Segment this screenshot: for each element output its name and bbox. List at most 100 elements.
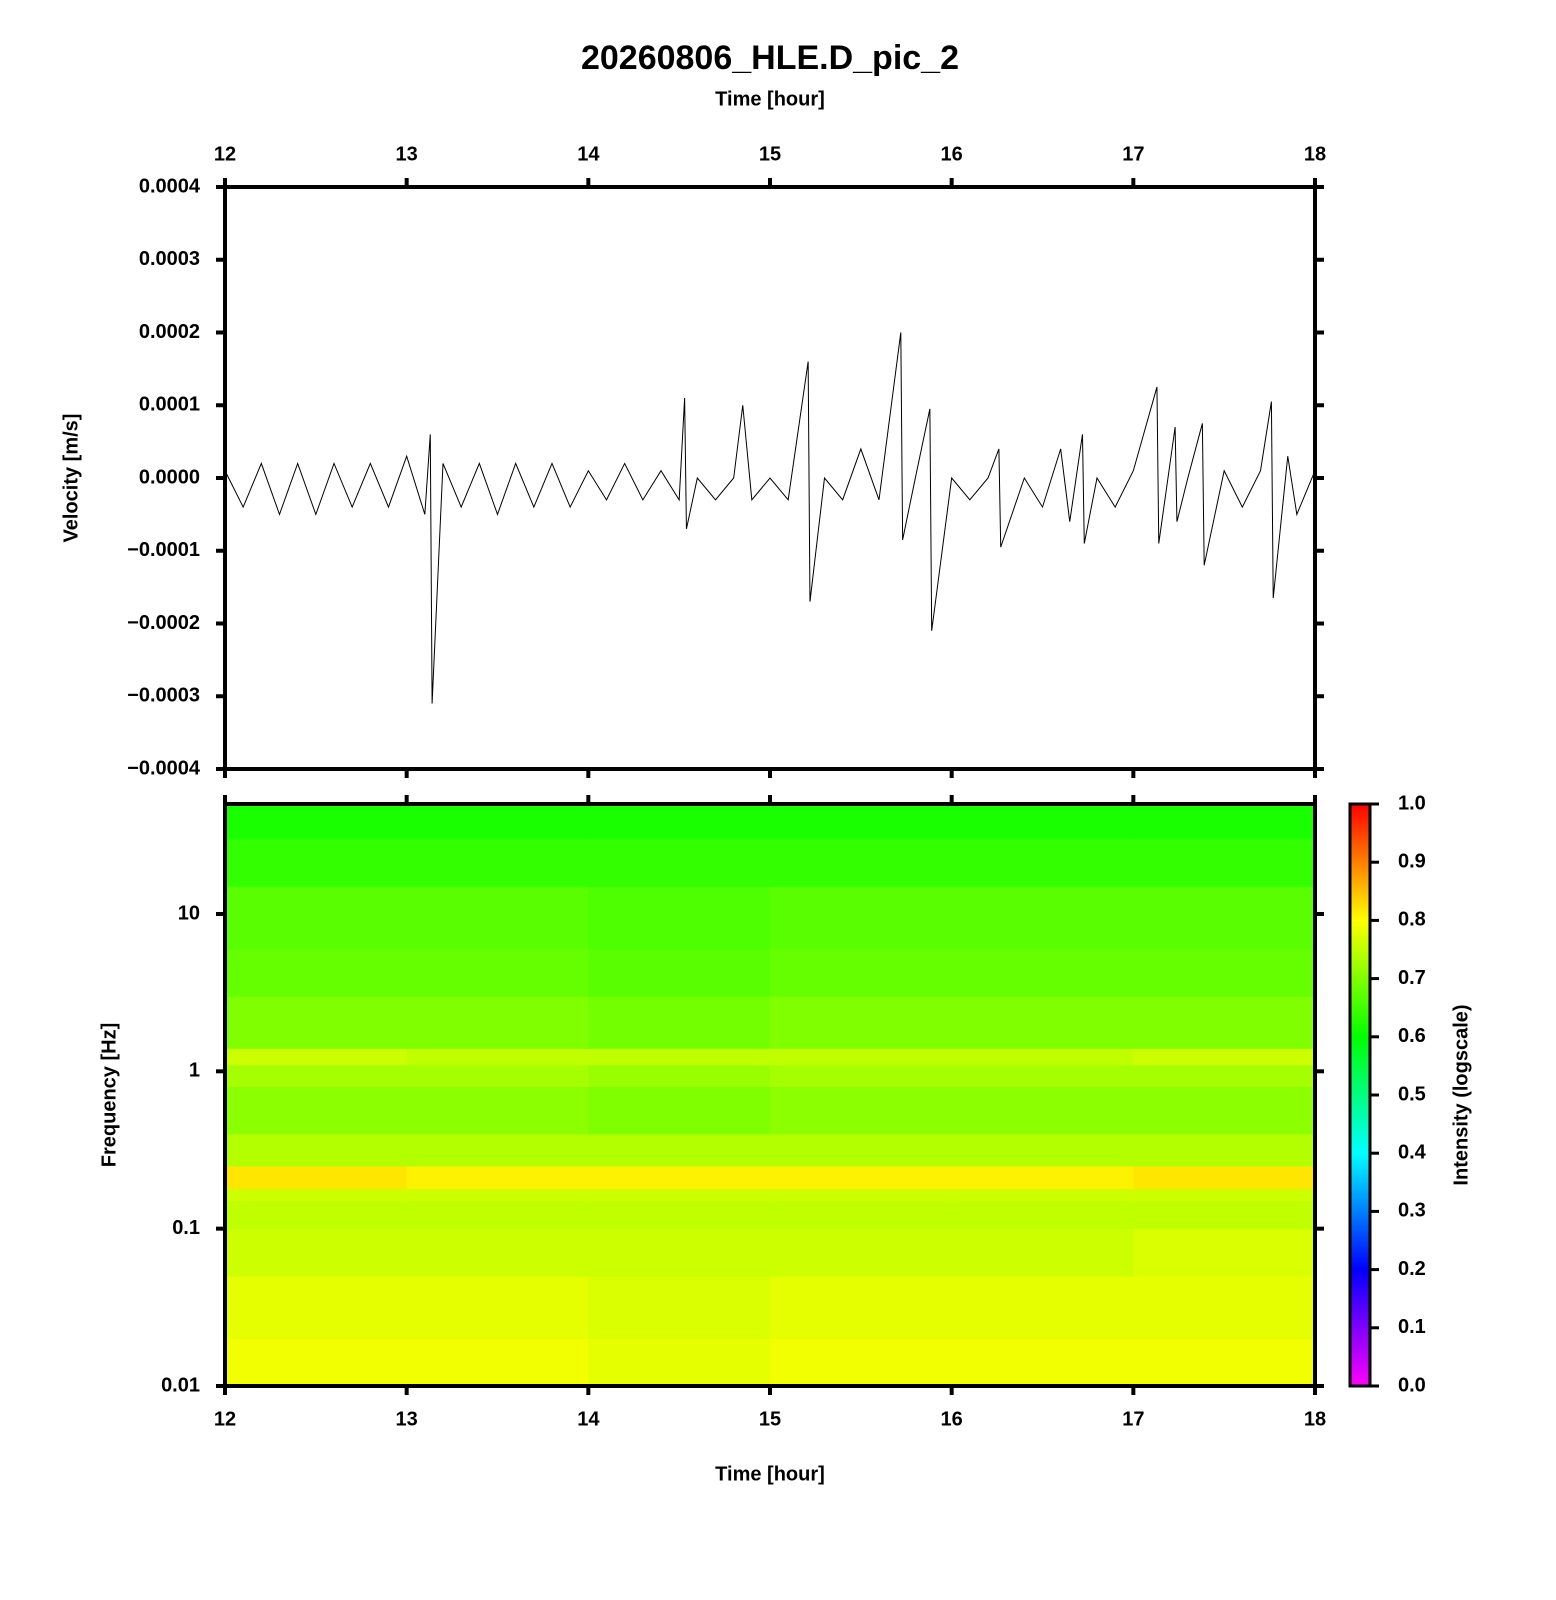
x-tick-label: 15 xyxy=(759,143,781,165)
spectrogram-cell xyxy=(225,1276,408,1340)
spectrogram-cell xyxy=(225,1086,408,1135)
y-tick-label: −0.0002 xyxy=(127,612,200,634)
spectrogram-cell xyxy=(1133,948,1316,997)
x-tick-label: 12 xyxy=(214,143,236,165)
spectrogram-cell xyxy=(406,1338,589,1387)
spectrogram-cell xyxy=(588,1228,771,1277)
colorbar-tick-label: 0.6 xyxy=(1398,1025,1426,1047)
spectrogram-cell xyxy=(770,1188,953,1202)
colorbar-tick-label: 0.4 xyxy=(1398,1141,1427,1163)
colorbar-tick-label: 0.8 xyxy=(1398,909,1426,931)
spectrogram-cell xyxy=(406,1188,589,1202)
spectrogram-cell xyxy=(770,1200,953,1230)
spectrogram-cell xyxy=(770,1276,953,1340)
spectrogram-cell xyxy=(588,1064,771,1088)
spectrogram-cell xyxy=(225,1200,408,1230)
spectrogram-cell xyxy=(1133,886,1316,950)
colorbar-tick-label: 0.7 xyxy=(1398,967,1426,989)
spectrogram-cell xyxy=(951,1200,1134,1230)
colorbar-tick-label: 0.2 xyxy=(1398,1258,1426,1280)
spectrogram-cell xyxy=(770,948,953,997)
x-tick-label: 14 xyxy=(577,1408,600,1430)
spectrogram-cell xyxy=(770,804,953,840)
x-tick-label: 16 xyxy=(941,143,963,165)
x-tick-label: 13 xyxy=(396,1408,418,1430)
spectrogram-cell xyxy=(406,1048,589,1066)
spectrogram-cell xyxy=(770,1133,953,1167)
spectrogram-cell xyxy=(1133,1338,1316,1387)
spectrogram-cell xyxy=(770,1064,953,1088)
spectrogram-cell xyxy=(770,1048,953,1066)
spectrogram-cell xyxy=(406,1133,589,1167)
spectrogram-cell xyxy=(770,1086,953,1135)
chart-title: 20260806_HLE.D_pic_2 xyxy=(581,39,959,77)
spectrogram-cell xyxy=(770,1338,953,1387)
spectrogram-cell xyxy=(225,1133,408,1167)
y-axis-label: Velocity [m/s] xyxy=(60,414,82,543)
spectrogram-cell xyxy=(951,838,1134,887)
spectrogram-cell xyxy=(951,1188,1134,1202)
spectrogram-cell xyxy=(770,886,953,950)
spectrogram-cell xyxy=(406,1166,589,1189)
y-tick-label: 0.0001 xyxy=(139,394,200,416)
waveform xyxy=(224,332,1316,704)
spectrogram-cell xyxy=(406,1276,589,1340)
spectrogram-cell xyxy=(1133,996,1316,1049)
spectrogram-cell xyxy=(1133,1064,1316,1088)
spectrogram-cell xyxy=(225,804,408,840)
colorbar-tick-label: 0.1 xyxy=(1398,1316,1426,1338)
spectrogram-cell xyxy=(588,804,771,840)
spectrogram-cell xyxy=(588,1338,771,1387)
spectrogram-cell xyxy=(588,1200,771,1230)
spectrogram-cell xyxy=(951,996,1134,1049)
spectrogram-cell xyxy=(406,804,589,840)
x-tick-label: 17 xyxy=(1122,143,1144,165)
spectrogram-cell xyxy=(225,948,408,997)
x-tick-label: 18 xyxy=(1304,143,1326,165)
spectrogram-cell xyxy=(406,838,589,887)
spectrogram-cell xyxy=(588,948,771,997)
spectrogram-cell xyxy=(951,1064,1134,1088)
spectrogram-cell xyxy=(225,838,408,887)
spectrogram-cell xyxy=(225,886,408,950)
colorbar-tick-label: 1.0 xyxy=(1398,792,1426,814)
x-tick-label: 16 xyxy=(941,1408,963,1430)
y-tick-label: 10 xyxy=(178,902,200,924)
spectrogram-cell xyxy=(406,1086,589,1135)
spectrogram-cell xyxy=(951,1228,1134,1277)
colorbar-tick-label: 0.3 xyxy=(1398,1200,1426,1222)
spectrogram-cell xyxy=(951,886,1134,950)
y-tick-label: 0.0003 xyxy=(139,248,200,270)
spectrogram-cell xyxy=(1133,1228,1316,1277)
spectrogram-cell xyxy=(406,948,589,997)
spectrogram-cell xyxy=(1133,1188,1316,1202)
spectrogram-cell xyxy=(225,1228,408,1277)
spectrogram-cell xyxy=(588,1188,771,1202)
x-tick-label: 12 xyxy=(214,1408,236,1430)
spectrogram-cell xyxy=(770,1166,953,1189)
spectrogram-cell xyxy=(951,948,1134,997)
spectrogram-cell xyxy=(588,838,771,887)
spectrogram-cell xyxy=(770,838,953,887)
spectrogram-cell xyxy=(588,996,771,1049)
spectrogram-cell xyxy=(951,1166,1134,1189)
y-tick-label: −0.0003 xyxy=(127,685,200,707)
y-tick-label: −0.0001 xyxy=(127,539,200,561)
spectrogram-cell xyxy=(770,996,953,1049)
spectrogram-cell xyxy=(951,1048,1134,1066)
spectrogram-cell xyxy=(225,1188,408,1202)
spectrogram-cell xyxy=(225,996,408,1049)
colorbar-label: Intensity (logscale) xyxy=(1450,1004,1472,1185)
y-tick-label: 0.1 xyxy=(172,1217,200,1239)
spectrogram-cell xyxy=(406,1228,589,1277)
spectrogram-cell xyxy=(770,1228,953,1277)
spectrogram-cell xyxy=(1133,1200,1316,1230)
spectrogram-cell xyxy=(406,996,589,1049)
spectrogram-cell xyxy=(951,1276,1134,1340)
spectrogram-cell xyxy=(588,1086,771,1135)
spectrogram-cell xyxy=(588,1166,771,1189)
y-tick-label: 0.0004 xyxy=(139,175,201,197)
x-tick-label: 14 xyxy=(577,143,600,165)
spectrogram-cell xyxy=(1133,804,1316,840)
